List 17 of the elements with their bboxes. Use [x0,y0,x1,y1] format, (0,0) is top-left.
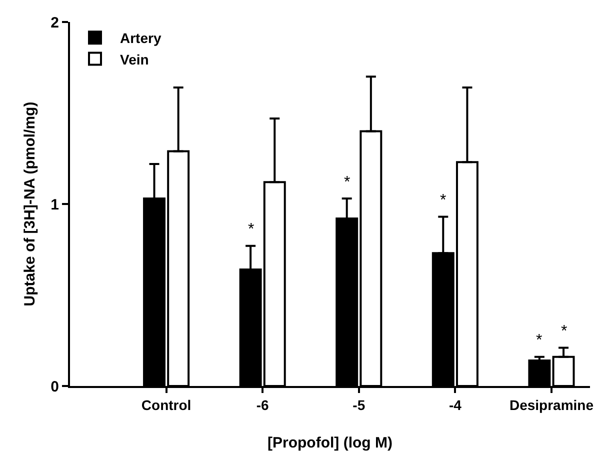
x-tick-label: -5 [352,396,366,413]
legend-label: Artery [120,30,162,46]
annotation: * [536,332,542,349]
x-axis-title: [Propofol] (log M) [268,434,392,452]
y-axis-title: Uptake of [3H]-NA (pmol/mg) [21,102,38,306]
annotation: * [248,221,254,238]
x-tick-label: Desipramine [509,396,594,413]
y-tick-label: 2 [50,14,59,32]
annotation: * [440,192,446,209]
y-tick-label: 0 [50,378,59,396]
annotation: * [344,174,350,191]
y-tick-label: 1 [50,196,59,214]
x-tick-label: Control [141,396,192,413]
legend-label: Vein [120,51,149,68]
x-tick-label: -4 [448,396,462,413]
annotation: * [561,323,568,340]
x-tick-label: -6 [256,396,270,413]
